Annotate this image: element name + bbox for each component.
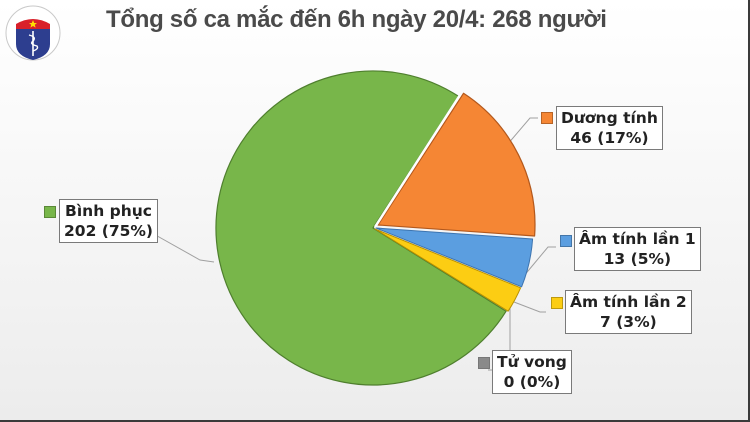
data-label-tu-vong: Tử vong 0 (0%)	[492, 350, 572, 394]
legend-swatch-am-tinh-1	[560, 235, 572, 247]
leader-line-duong-tinh	[506, 117, 538, 146]
label-value: 7 (3%)	[600, 313, 657, 331]
label-name: Tử vong	[497, 353, 567, 371]
label-value: 46 (17%)	[570, 129, 649, 147]
label-name: Dương tính	[561, 109, 658, 127]
label-name: Bình phục	[65, 202, 152, 220]
label-value: 202 (75%)	[64, 222, 154, 240]
pie-slice-binh-phuc[interactable]	[215, 70, 507, 386]
legend-swatch-am-tinh-2	[551, 297, 563, 309]
leader-line-am-tinh-1	[522, 246, 556, 278]
label-name: Âm tính lần 2	[570, 293, 687, 311]
legend-swatch-binh-phuc	[44, 206, 56, 218]
legend-swatch-tu-vong	[478, 357, 490, 369]
pie-slice-am-tinh-2[interactable]	[374, 228, 522, 312]
pie-slice-duong-tinh[interactable]	[377, 92, 536, 237]
legend-swatch-duong-tinh	[541, 112, 553, 124]
data-label-am-tinh-1: Âm tính lần 1 13 (5%)	[574, 227, 701, 271]
leader-line-binh-phuc	[142, 227, 215, 263]
data-label-duong-tinh: Dương tính 46 (17%)	[556, 106, 663, 150]
ministry-of-health-logo-icon	[5, 5, 61, 61]
data-label-binh-phuc: Bình phục 202 (75%)	[59, 199, 159, 243]
leader-line-am-tinh-2	[513, 301, 546, 313]
label-value: 13 (5%)	[603, 250, 672, 268]
label-value: 0 (0%)	[503, 373, 561, 391]
chart-title: Tổng số ca mắc đến 6h ngày 20/4: 268 ngư…	[106, 6, 607, 33]
label-name: Âm tính lần 1	[579, 230, 696, 248]
data-label-am-tinh-2: Âm tính lần 2 7 (3%)	[565, 290, 692, 334]
pie-slice-am-tinh-1[interactable]	[375, 227, 534, 288]
